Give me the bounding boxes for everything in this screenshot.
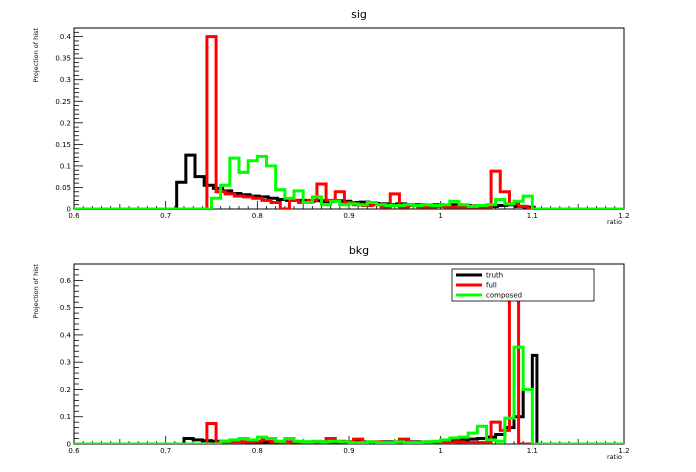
y-tick-label: 0.4 [60,33,72,41]
x-tick-label: 0.8 [252,447,263,455]
x-tick-label: 1.2 [618,212,629,220]
chart-title: bkg [349,244,369,257]
x-tick-label: 1.2 [618,447,629,455]
series-composed [74,154,624,209]
y-tick-label: 0.4 [60,331,72,339]
y-tick-label: 0.35 [55,55,71,63]
y-axis-label: Projection of hist [32,264,40,319]
x-tick-label: 1.1 [527,447,538,455]
y-tick-label: 0.2 [60,386,71,394]
x-tick-label: 0.7 [160,212,171,220]
legend-label-truth: truth [486,272,503,280]
x-tick-label: 0.8 [252,212,263,220]
y-tick-label: 0.05 [55,184,71,192]
y-tick-label: 0.1 [60,413,71,421]
legend: truth full composed [451,268,595,302]
y-tick-label: 0 [67,441,71,449]
x-tick-label: 0.6 [68,212,80,220]
series-truth [74,353,624,444]
series-full [74,35,624,209]
y-tick-label: 0.3 [60,359,71,367]
y-tick-label: 0.3 [60,76,71,84]
series-composed [74,345,624,444]
x-tick-label: 0.7 [160,447,171,455]
x-axis-label: ratio [607,453,622,461]
x-tick-label: 1.1 [527,212,538,220]
y-tick-label: 0.6 [60,277,72,285]
x-tick-label: 0.6 [68,447,80,455]
y-tick-label: 0.25 [55,98,71,106]
chart-panel-bkg: bkg Projection of hist ratio 0.6 0.7 0.8 0.9 1 1… [32,244,630,461]
chart-panel-sig: sig Projection of hist ratio 0.6 0.7 0.8 0.9 1 1… [32,8,630,226]
y-tick-label: 0.1 [60,162,71,170]
y-axis-label: Projection of hist [32,28,40,83]
legend-label-full: full [486,282,497,290]
x-axis-label: ratio [607,218,622,226]
y-tick-label: 0.15 [55,141,71,149]
series-truth [74,153,624,209]
y-tick-label: 0.2 [60,119,71,127]
series-full [74,292,624,444]
x-tick-label: 0.9 [343,447,354,455]
x-tick-label: 1 [438,447,442,455]
chart-title: sig [351,8,367,21]
x-tick-label: 0.9 [343,212,354,220]
x-tick-label: 1 [438,212,442,220]
plot-frame [73,27,625,210]
legend-label-composed: composed [486,292,522,300]
y-tick-label: 0 [67,206,71,214]
y-tick-label: 0.5 [60,304,71,312]
